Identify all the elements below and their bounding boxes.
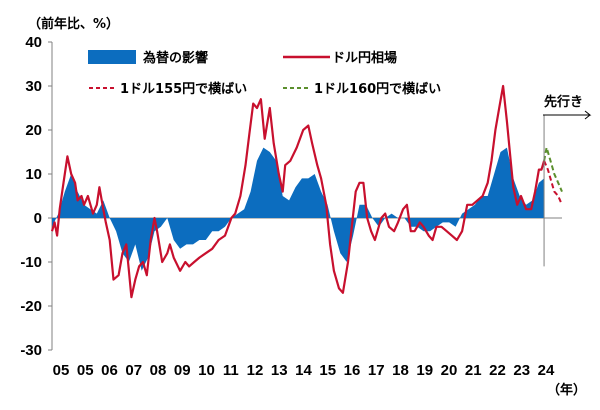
series-group	[50, 84, 563, 299]
x-tick-label: 05	[77, 362, 94, 379]
series-line-s160	[543, 146, 563, 192]
x-tick-label: 07	[125, 362, 142, 379]
x-tick-label: 17	[368, 362, 385, 379]
x-tick-label: 24	[538, 362, 555, 379]
legend-label-s155: 1ドル155円で横ばい	[120, 81, 247, 97]
y-tick-label: 40	[25, 34, 42, 51]
y-tick-label: -10	[20, 254, 42, 271]
series-line-s155	[543, 160, 563, 206]
x-tick-label: 15	[319, 362, 336, 379]
legend-label-usdjpy: ドル円相場	[332, 50, 397, 66]
y-tick-label: 0	[34, 210, 42, 227]
x-tick-label: 20	[441, 362, 458, 379]
y-tick-label: -20	[20, 298, 42, 315]
x-axis-label: （年）	[547, 382, 586, 398]
series-line-usdjpy	[50, 84, 546, 299]
future-label: 先行き	[544, 94, 583, 110]
x-tick-label: 05	[53, 362, 70, 379]
x-tick-label: 08	[150, 362, 167, 379]
x-tick-label: 14	[295, 362, 312, 379]
future-arrow-icon	[543, 110, 592, 120]
y-tick-label: 20	[25, 122, 42, 139]
x-tick-label: 12	[247, 362, 264, 379]
x-tick-label: 13	[271, 362, 288, 379]
y-axis-label: （前年比、%）	[28, 16, 119, 32]
x-tick-label: 18	[392, 362, 409, 379]
x-tick-label: 11	[223, 362, 239, 379]
series-area-fx-effect	[52, 147, 545, 271]
x-tick-label: 16	[344, 362, 361, 379]
legend-label-fx-effect: 為替の影響	[143, 50, 208, 66]
legend-swatch-fx-effect	[88, 50, 136, 64]
y-tick-label: 30	[25, 78, 42, 95]
y-tick-label: 10	[25, 166, 42, 183]
x-tick-label: 19	[416, 362, 433, 379]
x-tick-label: 09	[174, 362, 191, 379]
x-tick-label: 21	[465, 362, 482, 379]
legend-label-s160: 1ドル160円で横ばい	[314, 81, 441, 97]
x-tick-label: 22	[489, 362, 506, 379]
x-tick-label: 06	[101, 362, 118, 379]
x-tick-label: 10	[198, 362, 215, 379]
x-tick-label: 23	[513, 362, 530, 379]
y-tick-label: -30	[20, 342, 42, 359]
